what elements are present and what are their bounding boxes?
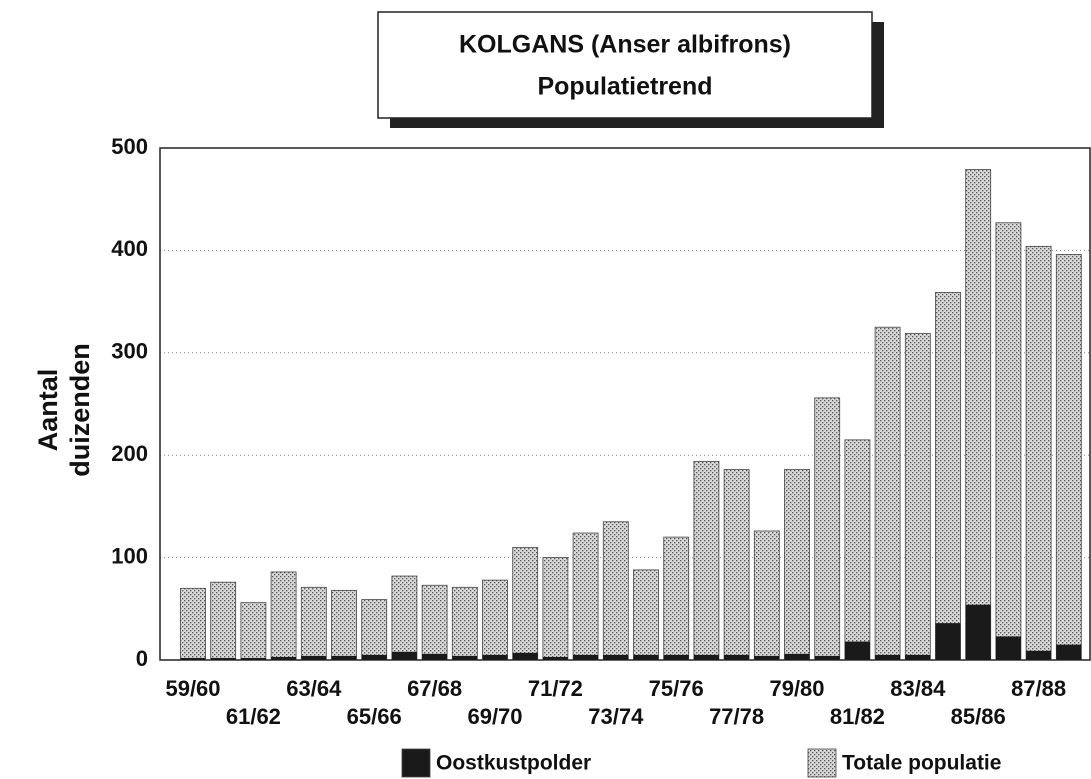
bar <box>723 469 750 661</box>
legend-swatch <box>401 748 431 778</box>
bar <box>693 654 719 660</box>
bar <box>421 584 448 661</box>
x-tick-label: 61/62 <box>226 704 281 729</box>
bar <box>814 655 840 660</box>
bar <box>452 655 478 660</box>
bar <box>995 636 1021 660</box>
bar <box>482 579 508 661</box>
bar <box>814 397 841 661</box>
bar <box>572 532 599 661</box>
y-axis-label: duizenden <box>65 343 95 477</box>
bar <box>512 546 539 661</box>
bar <box>573 654 599 660</box>
bar <box>1025 245 1052 661</box>
bar <box>603 654 629 660</box>
bar <box>754 655 780 660</box>
chart-title: Populatietrend <box>537 73 712 101</box>
x-tick-label: 71/72 <box>528 676 583 701</box>
bar <box>331 589 357 661</box>
bar <box>331 655 357 660</box>
bar <box>210 581 237 661</box>
bar <box>904 332 931 661</box>
bar <box>180 587 206 661</box>
bar <box>451 586 478 661</box>
x-tick-label: 81/82 <box>830 704 885 729</box>
y-tick-label: 400 <box>111 236 148 261</box>
x-tick-label: 59/60 <box>165 676 220 701</box>
bar <box>1055 254 1082 661</box>
x-tick-label: 73/74 <box>588 704 644 729</box>
bar <box>724 654 750 660</box>
bar <box>422 653 448 660</box>
x-tick-label: 77/78 <box>709 704 764 729</box>
bar <box>935 623 961 660</box>
x-tick-label: 87/88 <box>1011 676 1066 701</box>
x-tick-label: 63/64 <box>286 676 342 701</box>
y-tick-label: 200 <box>111 441 148 466</box>
bar <box>391 575 418 661</box>
y-tick-label: 0 <box>136 646 148 671</box>
bar <box>391 651 417 660</box>
bar <box>270 571 297 661</box>
bar <box>995 222 1022 661</box>
bar <box>844 641 870 660</box>
bar <box>875 654 901 660</box>
bar <box>844 439 871 661</box>
bar <box>602 521 629 661</box>
bar <box>271 656 297 660</box>
bar <box>633 569 659 661</box>
bar <box>663 654 689 660</box>
bar <box>210 657 236 660</box>
y-axis-label: Aantal <box>33 369 63 452</box>
x-tick-label: 65/66 <box>347 704 402 729</box>
y-tick-label: 100 <box>111 543 148 568</box>
y-tick-label: 500 <box>111 134 148 159</box>
bar <box>361 599 388 661</box>
x-tick-label: 79/80 <box>769 676 824 701</box>
bar <box>693 460 720 661</box>
x-tick-label: 85/86 <box>951 704 1006 729</box>
bar <box>240 657 266 660</box>
bar <box>542 656 568 660</box>
legend-label: Oostkustpolder <box>436 752 591 775</box>
x-tick-label: 83/84 <box>890 676 946 701</box>
bar <box>935 291 961 661</box>
legend-label: Totale populatie <box>842 752 1001 775</box>
bar <box>874 326 901 661</box>
bar <box>663 536 690 661</box>
bar <box>240 602 267 661</box>
x-tick-label: 67/68 <box>407 676 462 701</box>
bar <box>965 169 992 661</box>
title-box <box>377 11 873 119</box>
x-tick-label: 75/76 <box>649 676 704 701</box>
bar <box>542 557 569 661</box>
bar <box>180 657 206 660</box>
bar <box>905 654 931 660</box>
bar <box>633 654 659 660</box>
chart-title: KOLGANS (Anser albifrons) <box>459 31 791 59</box>
bar <box>300 586 327 661</box>
bar <box>753 530 780 661</box>
y-tick-label: 300 <box>111 339 148 364</box>
bar <box>1026 650 1052 660</box>
legend-swatch <box>807 748 837 778</box>
bar <box>784 469 810 661</box>
bar <box>965 604 991 660</box>
bar <box>1056 644 1082 660</box>
bar <box>512 652 538 660</box>
x-tick-label: 69/70 <box>467 704 522 729</box>
bar <box>482 654 508 660</box>
bar <box>784 653 810 660</box>
bar <box>301 655 327 660</box>
bar <box>361 654 387 660</box>
